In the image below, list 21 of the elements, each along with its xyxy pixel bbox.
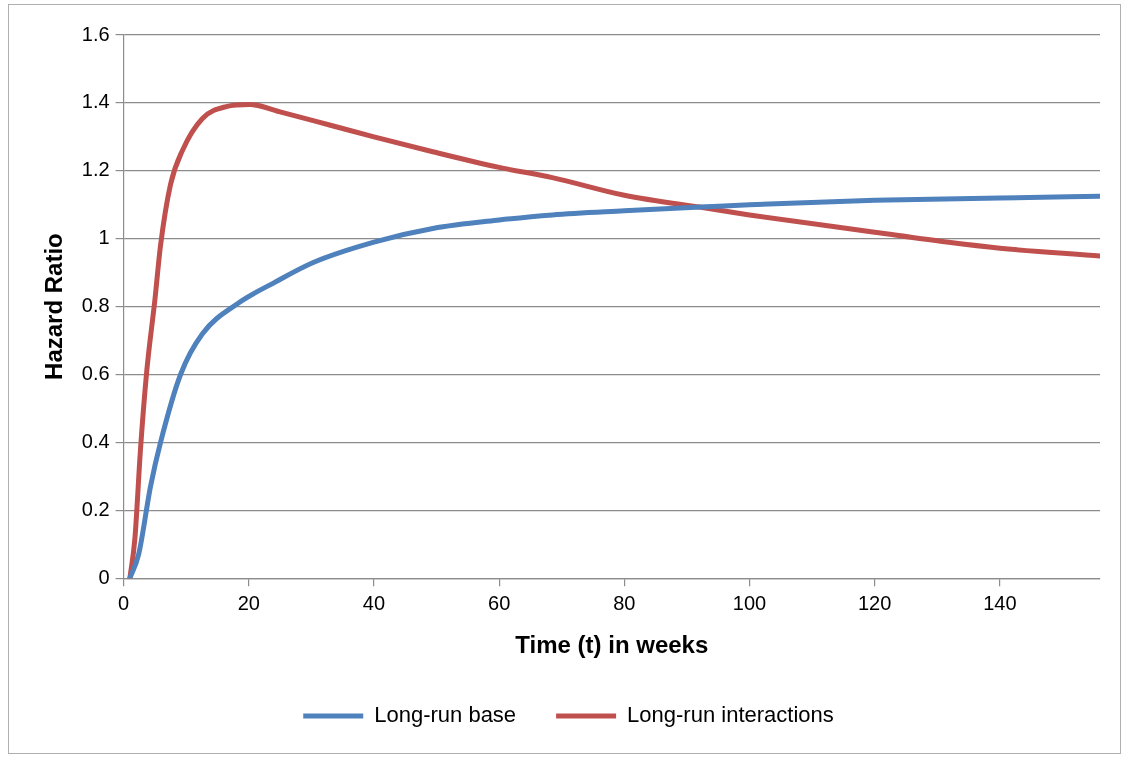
y-tick-label: 0.2 [81, 497, 110, 520]
y-tick-label: 1.6 [81, 22, 110, 45]
y-tick-label: 0.6 [81, 362, 110, 385]
y-tick-label: 1.4 [81, 90, 110, 113]
legend-label: Long-run base [374, 702, 517, 728]
x-tick-label: 20 [237, 591, 260, 614]
y-tick-label: 1.2 [81, 158, 110, 181]
x-axis-title: Time (t) in weeks [515, 631, 709, 659]
x-tick-label: 120 [857, 591, 892, 614]
y-tick-label: 0.4 [81, 429, 110, 452]
x-tick-label: 0 [118, 591, 130, 614]
y-tick-label: 0 [98, 565, 110, 588]
x-tick-label: 80 [613, 591, 636, 614]
x-tick-label: 40 [362, 591, 386, 614]
legend-label: Long-run interactions [627, 702, 834, 728]
y-axis-title: Hazard Ratio [40, 233, 68, 380]
x-tick-label: 60 [488, 591, 511, 614]
x-tick-label: 140 [983, 591, 1017, 614]
y-tick-label: 0.8 [81, 294, 110, 317]
x-tick-label: 100 [732, 591, 767, 614]
y-tick-label: 1 [98, 226, 110, 249]
